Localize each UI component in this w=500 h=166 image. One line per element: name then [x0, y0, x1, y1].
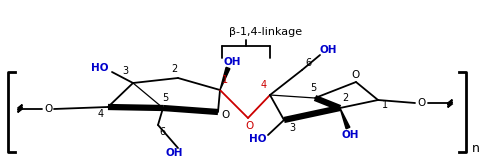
- Text: β-1,4-linkage: β-1,4-linkage: [230, 27, 302, 37]
- Text: n: n: [472, 142, 480, 156]
- Text: O: O: [222, 110, 230, 120]
- Text: HO: HO: [92, 63, 109, 73]
- Text: OH: OH: [223, 57, 241, 67]
- Text: 5: 5: [162, 93, 168, 103]
- Polygon shape: [220, 67, 230, 90]
- Text: 5: 5: [310, 83, 316, 93]
- Text: 2: 2: [342, 93, 348, 103]
- Text: 3: 3: [122, 66, 128, 76]
- Text: OH: OH: [320, 45, 337, 55]
- Text: OH: OH: [341, 130, 359, 140]
- Text: 6: 6: [159, 127, 165, 137]
- Text: O: O: [44, 104, 52, 114]
- Text: 3: 3: [289, 123, 295, 133]
- Polygon shape: [340, 108, 350, 129]
- Text: O: O: [352, 70, 360, 80]
- Text: HO: HO: [249, 134, 267, 144]
- Text: O: O: [418, 98, 426, 108]
- Text: 4: 4: [98, 109, 104, 119]
- Text: 4: 4: [261, 80, 267, 90]
- Text: O: O: [246, 121, 254, 131]
- Text: 1: 1: [382, 100, 388, 110]
- Text: 2: 2: [171, 64, 177, 74]
- Text: 1: 1: [222, 75, 228, 85]
- Text: 6: 6: [305, 58, 311, 68]
- Text: OH: OH: [166, 148, 183, 158]
